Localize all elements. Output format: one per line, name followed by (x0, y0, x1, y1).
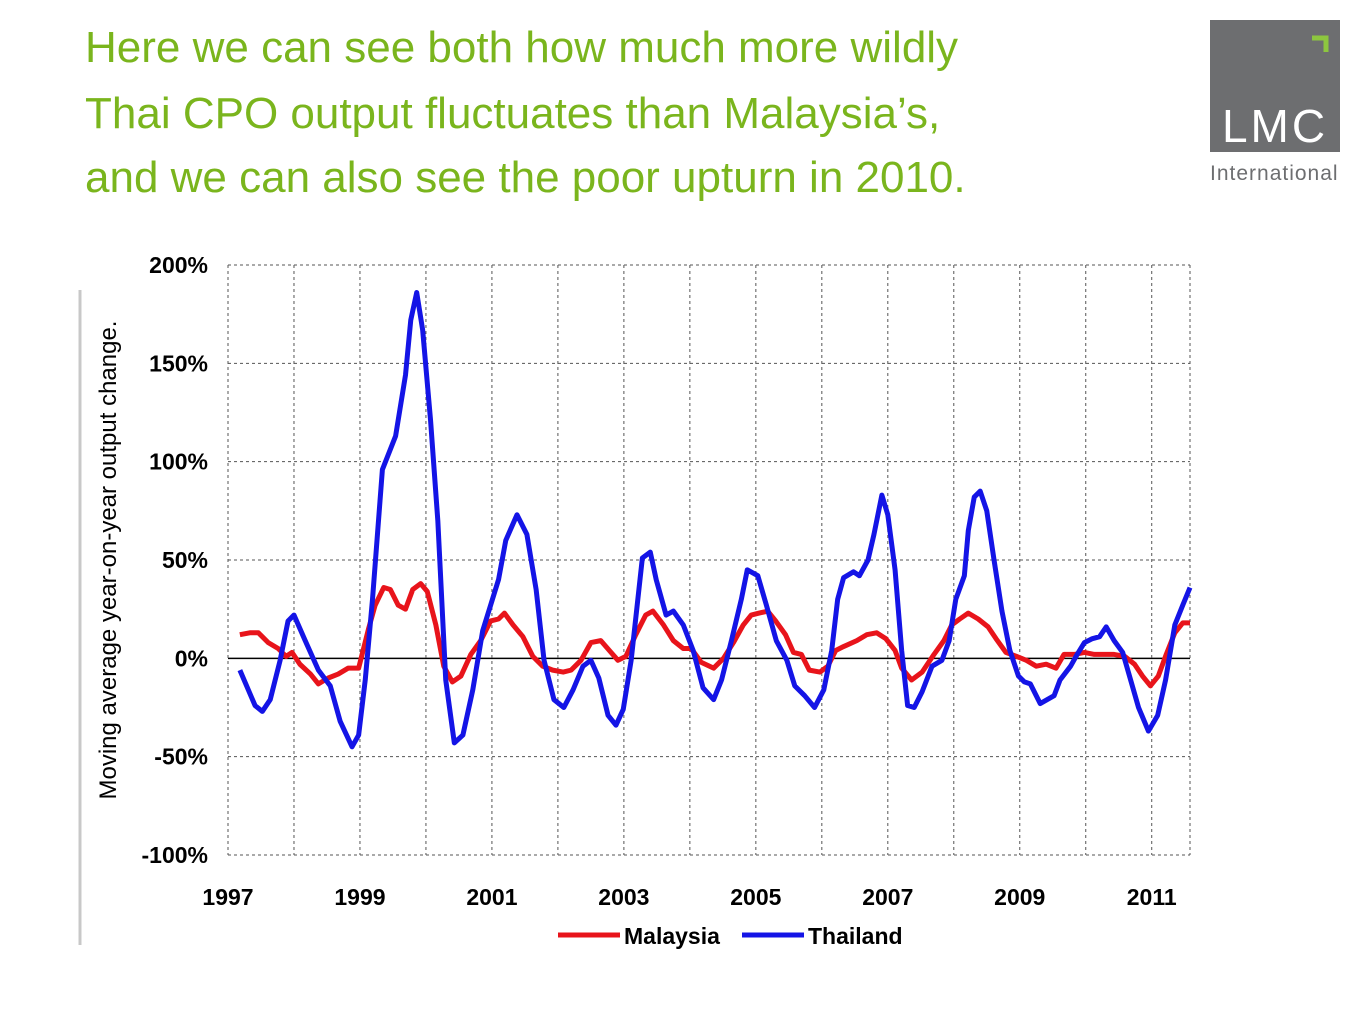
plot: -100% -50% 0% 50% 100% 150% 200% 1997 1999 2001 20… (142, 252, 1193, 949)
legend-label: Thailand (808, 923, 903, 949)
y-tick-label: 200% (149, 252, 208, 278)
title-line: and we can also see the poor upturn in 2… (85, 153, 966, 202)
title-line: Here we can see both how much more wildl… (85, 23, 958, 72)
logo-subtitle: International (1210, 162, 1339, 185)
title-line: Thai CPO output fluctuates than Malaysia… (85, 89, 940, 138)
logo-mark (1312, 35, 1329, 52)
y-tick-label: 100% (149, 449, 208, 475)
logo-text: LMC (1222, 100, 1328, 152)
legend-label: Malaysia (624, 923, 720, 949)
y-tick-label: -50% (154, 744, 208, 770)
y-tick-label: 0% (175, 645, 208, 671)
series-line (237, 290, 1193, 750)
x-tick-label: 2005 (730, 884, 781, 910)
x-tick-label: 2011 (1127, 884, 1177, 910)
x-tick-label: 1997 (202, 884, 253, 910)
y-tick-label: 150% (149, 350, 208, 376)
y-axis-label: Moving average year-on-year output chang… (95, 321, 122, 800)
x-tick-label: 2009 (994, 884, 1045, 910)
y-tick-label: 50% (162, 547, 208, 573)
series-line (239, 581, 1190, 689)
x-tick-label: 2001 (466, 884, 517, 910)
y-tick-label: -100% (142, 842, 208, 868)
x-tick-label: 2007 (862, 884, 913, 910)
x-tick-label: 1999 (334, 884, 385, 910)
logo-box (1210, 20, 1340, 152)
x-tick-label: 2003 (598, 884, 649, 910)
